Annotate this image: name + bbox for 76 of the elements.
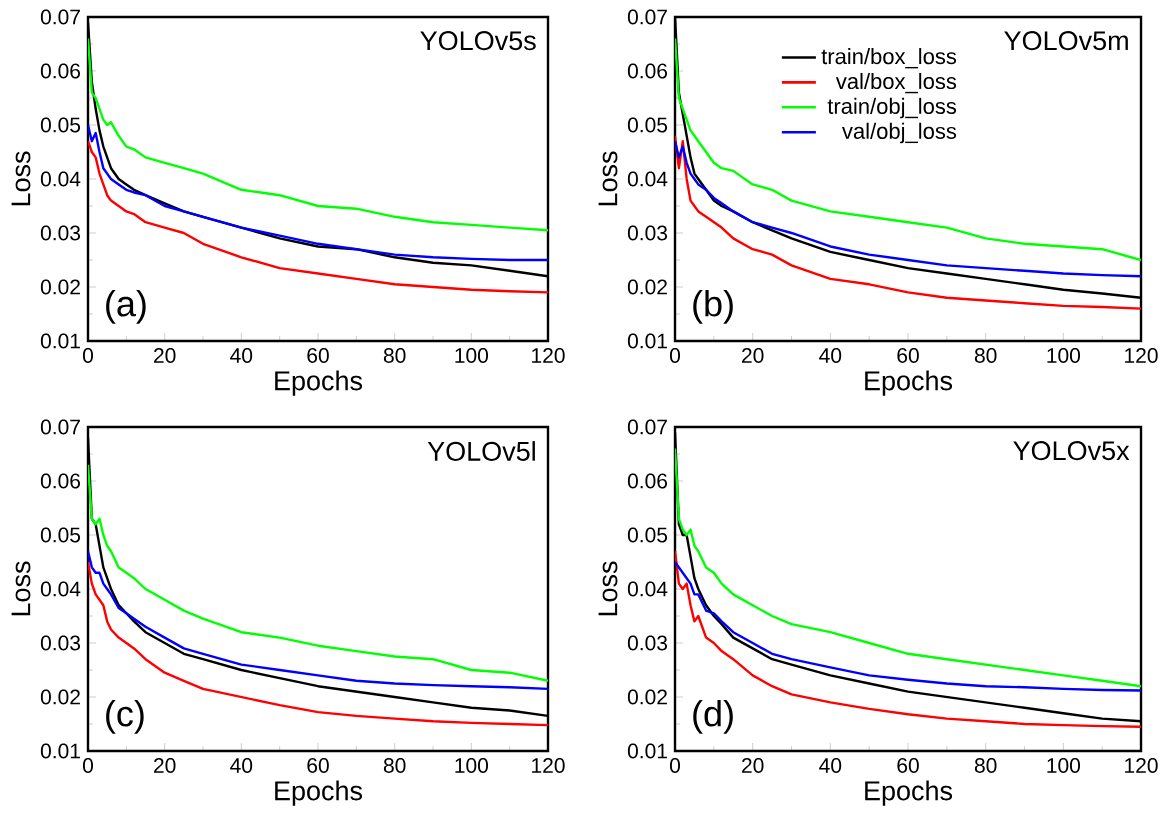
x-tick-label: 80 bbox=[383, 348, 406, 363]
legend-label: val/obj_loss bbox=[842, 122, 957, 144]
y-tick-label: 0.01 bbox=[627, 743, 667, 759]
x-tick-label: 20 bbox=[742, 758, 764, 773]
y-tick-label: 0.05 bbox=[40, 527, 81, 543]
y-tick-label: 0.06 bbox=[627, 63, 668, 79]
legend-label: train/obj_loss bbox=[827, 97, 957, 119]
y-tick-label: 0.07 bbox=[40, 9, 80, 25]
annotation: (a) bbox=[106, 290, 146, 324]
x-axis-title: Epochs bbox=[275, 370, 363, 396]
x-tick-label: 120 bbox=[1125, 758, 1158, 773]
annotation: YOLOv5s bbox=[420, 31, 536, 51]
x-tick-label: 0 bbox=[669, 758, 681, 773]
annotation: YOLOv5x bbox=[1013, 441, 1130, 461]
annotation: YOLOv5m bbox=[1004, 31, 1128, 51]
y-axis-title: Loss bbox=[598, 561, 618, 616]
y-tick-label: 0.02 bbox=[40, 279, 80, 295]
y-tick-label: 0.02 bbox=[627, 689, 667, 705]
y-axis-title: Loss bbox=[11, 561, 31, 616]
y-tick-label: 0.04 bbox=[40, 171, 81, 187]
x-tick-label: 100 bbox=[1047, 348, 1081, 363]
y-tick-label: 0.01 bbox=[627, 333, 667, 349]
y-tick-label: 0.03 bbox=[40, 225, 81, 241]
y-tick-label: 0.07 bbox=[40, 419, 80, 435]
legend-label: train/box_loss bbox=[821, 48, 957, 69]
y-tick-label: 0.01 bbox=[40, 743, 80, 759]
x-tick-label: 0 bbox=[82, 348, 93, 363]
x-tick-label: 40 bbox=[230, 348, 253, 363]
y-tick-label: 0.06 bbox=[627, 473, 668, 489]
y-tick-label: 0.04 bbox=[40, 581, 81, 597]
x-axis-title: Epochs bbox=[865, 780, 953, 806]
y-tick-label: 0.05 bbox=[627, 527, 668, 543]
y-tick-label: 0.07 bbox=[627, 9, 667, 25]
annotation: (b) bbox=[693, 290, 733, 324]
annotation: (c) bbox=[106, 700, 144, 734]
y-axis-title: Loss bbox=[598, 151, 618, 206]
y-tick-label: 0.04 bbox=[627, 171, 668, 187]
y-tick-label: 0.04 bbox=[627, 581, 668, 597]
x-tick-label: 100 bbox=[455, 758, 489, 773]
y-tick-label: 0.05 bbox=[627, 117, 668, 133]
x-tick-label: 60 bbox=[897, 348, 919, 363]
y-tick-label: 0.02 bbox=[627, 279, 667, 295]
x-tick-label: 40 bbox=[819, 348, 842, 363]
annotation: YOLOv5l bbox=[427, 441, 535, 461]
x-tick-label: 120 bbox=[532, 758, 565, 773]
y-tick-label: 0.03 bbox=[627, 225, 668, 241]
y-tick-label: 0.06 bbox=[40, 473, 81, 489]
y-tick-label: 0.03 bbox=[627, 635, 668, 651]
x-tick-label: 40 bbox=[230, 758, 253, 773]
y-tick-label: 0.02 bbox=[40, 689, 80, 705]
x-tick-label: 80 bbox=[974, 758, 997, 773]
x-tick-label: 60 bbox=[897, 758, 919, 773]
x-tick-label: 20 bbox=[154, 758, 176, 773]
y-tick-label: 0.01 bbox=[40, 333, 80, 349]
x-tick-label: 80 bbox=[383, 758, 406, 773]
x-tick-label: 100 bbox=[1047, 758, 1081, 773]
legend-label: val/box_loss bbox=[835, 72, 957, 94]
x-tick-label: 0 bbox=[669, 348, 681, 363]
x-tick-label: 120 bbox=[532, 348, 565, 363]
annotation: (d) bbox=[693, 700, 733, 734]
x-tick-label: 20 bbox=[154, 348, 176, 363]
x-tick-label: 20 bbox=[742, 348, 764, 363]
y-tick-label: 0.05 bbox=[40, 117, 81, 133]
y-tick-label: 0.07 bbox=[627, 419, 667, 435]
y-tick-label: 0.06 bbox=[40, 63, 81, 79]
x-tick-label: 120 bbox=[1125, 348, 1158, 363]
x-tick-label: 60 bbox=[307, 348, 329, 363]
y-axis-title: Loss bbox=[11, 151, 31, 206]
x-tick-label: 40 bbox=[819, 758, 842, 773]
x-tick-label: 60 bbox=[307, 758, 329, 773]
x-axis-title: Epochs bbox=[865, 370, 953, 396]
x-tick-label: 0 bbox=[82, 758, 93, 773]
y-tick-label: 0.03 bbox=[40, 635, 81, 651]
x-tick-label: 100 bbox=[455, 348, 489, 363]
x-axis-title: Epochs bbox=[275, 780, 363, 806]
x-tick-label: 80 bbox=[974, 348, 997, 363]
